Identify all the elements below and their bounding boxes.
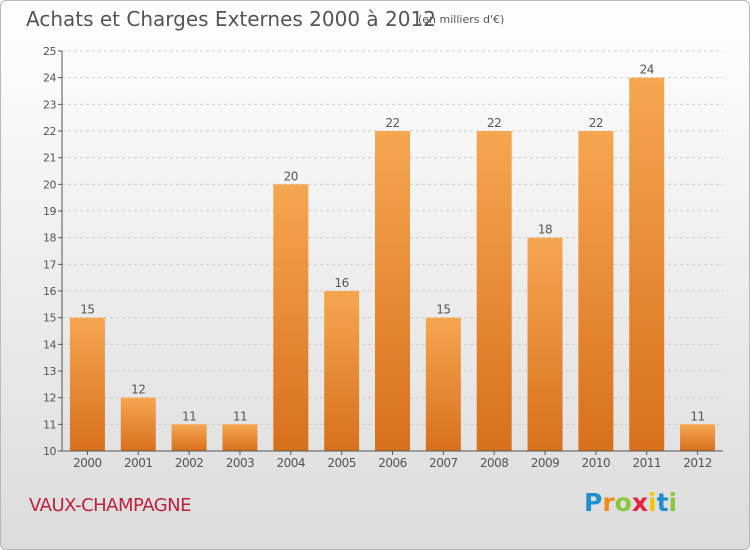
bar-value-label: 22 (487, 116, 501, 130)
y-tick-label: 13 (43, 365, 56, 378)
x-tick-label: 2005 (327, 456, 356, 470)
bar-value-label: 15 (80, 303, 94, 317)
commune-name: VAUX-CHAMPAGNE (29, 495, 192, 516)
bar-value-label: 20 (284, 169, 298, 183)
y-tick-label: 21 (43, 152, 56, 165)
bar-2005[interactable] (324, 291, 360, 451)
x-tick-label: 2010 (582, 456, 611, 470)
logo-letter: o (614, 488, 632, 517)
x-tick-label: 2009 (531, 456, 560, 470)
x-tick-label: 2008 (480, 456, 509, 470)
y-tick-label: 15 (43, 312, 56, 325)
logo-letter: t (656, 488, 669, 517)
bar-value-label: 22 (589, 116, 603, 130)
y-tick-label: 24 (43, 72, 56, 85)
chart-title: Achats et Charges Externes 2000 à 2012 (26, 7, 436, 31)
bar-value-label: 11 (182, 409, 196, 423)
bar-value-label: 12 (131, 383, 145, 397)
bar-value-label: 16 (335, 276, 349, 290)
bar-2004[interactable] (273, 184, 309, 452)
bar-value-label: 24 (640, 63, 654, 77)
proxiti-logo[interactable]: Proxiti (584, 488, 677, 517)
x-tick-label: 2002 (175, 456, 204, 470)
bar-value-label: 18 (538, 223, 552, 237)
y-tick-label: 18 (43, 232, 56, 245)
bar-2012[interactable] (680, 424, 716, 451)
x-tick-label: 2001 (124, 456, 153, 470)
y-tick-label: 19 (43, 205, 56, 218)
x-tick-label: 2011 (632, 456, 661, 470)
logo-letter: i (648, 488, 657, 517)
y-tick-label: 16 (43, 285, 56, 298)
bar-2011[interactable] (629, 77, 665, 452)
logo-letter: P (584, 488, 603, 517)
bar-value-label: 11 (690, 409, 704, 423)
y-tick-label: 10 (43, 445, 56, 458)
y-tick-label: 12 (43, 392, 56, 405)
x-tick-label: 2000 (73, 456, 102, 470)
bar-2006[interactable] (375, 131, 410, 451)
y-tick-label: 14 (43, 338, 56, 351)
bar-2010[interactable] (578, 131, 614, 451)
bar-2001[interactable] (120, 397, 156, 451)
y-tick-label: 11 (43, 418, 56, 431)
bar-value-label: 15 (436, 303, 450, 317)
logo-letter: x (631, 488, 648, 517)
y-tick-label: 25 (43, 45, 56, 58)
x-tick-label: 2006 (378, 456, 407, 470)
y-tick-label: 17 (43, 258, 56, 271)
y-tick-label: 23 (43, 98, 56, 111)
x-tick-label: 2007 (429, 456, 458, 470)
logo-letter: r (602, 488, 615, 517)
bar-value-label: 11 (233, 409, 247, 423)
x-tick-label: 2012 (683, 456, 712, 470)
bar-2000[interactable] (69, 317, 105, 451)
bar-2002[interactable] (171, 424, 207, 451)
bar-2007[interactable] (425, 317, 461, 451)
y-tick-label: 20 (43, 178, 56, 191)
bar-2003[interactable] (222, 424, 258, 451)
bar-2009[interactable] (527, 237, 563, 451)
logo-letter: i (668, 488, 678, 517)
y-tick-label: 22 (43, 125, 56, 138)
x-tick-label: 2003 (226, 456, 255, 470)
bar-2008[interactable] (476, 131, 512, 451)
chart-unit: (en milliers d'€) (418, 13, 505, 26)
bar-value-label: 22 (385, 116, 399, 130)
x-tick-label: 2004 (277, 456, 306, 470)
